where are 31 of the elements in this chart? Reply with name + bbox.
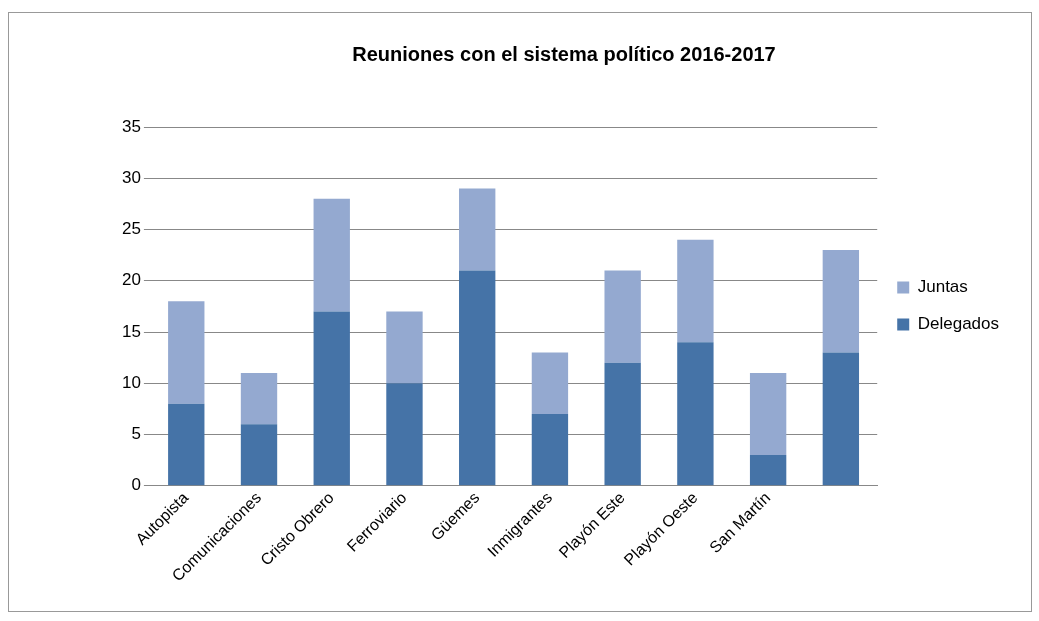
bar <box>313 311 350 486</box>
bar <box>168 403 205 486</box>
y-tick-label: 0 <box>131 475 141 495</box>
bar <box>749 373 787 456</box>
bar <box>386 311 423 384</box>
bar <box>168 301 205 404</box>
bar <box>822 250 860 353</box>
legend-label: Delegados <box>917 314 999 334</box>
y-tick-label: 20 <box>121 270 141 290</box>
bar <box>677 342 714 486</box>
bar <box>604 270 641 363</box>
bar <box>386 383 423 486</box>
bar <box>459 270 496 486</box>
y-tick-label: 30 <box>121 167 141 187</box>
y-tick-label: 35 <box>121 116 141 136</box>
bar <box>240 373 278 425</box>
bar <box>531 352 569 415</box>
bar <box>604 362 641 486</box>
bar <box>459 188 496 271</box>
bar <box>677 239 714 343</box>
chart-title: Reuniones con el sistema político 2016-2017 <box>352 42 776 65</box>
bar <box>240 424 278 486</box>
bar <box>749 455 787 486</box>
bar <box>313 198 350 312</box>
bar <box>822 352 860 486</box>
bar <box>531 414 569 486</box>
y-tick-label: 5 <box>131 424 141 444</box>
y-tick-label: 15 <box>121 321 141 341</box>
legend-label: Juntas <box>917 277 968 297</box>
y-tick-label: 25 <box>121 219 141 239</box>
y-tick-label: 10 <box>121 372 141 392</box>
